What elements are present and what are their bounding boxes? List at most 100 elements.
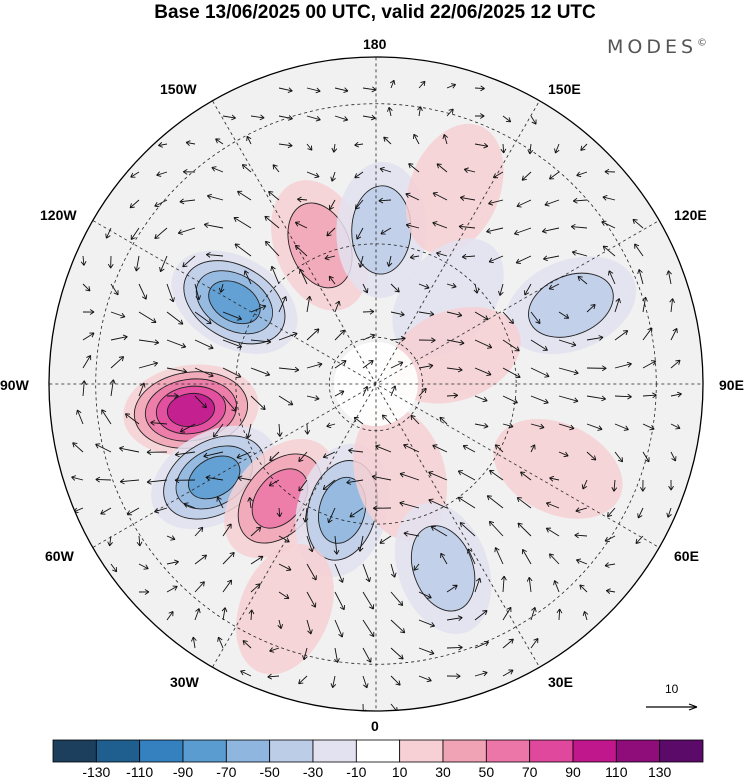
- wind-vector: [306, 295, 312, 313]
- wind-vector: [194, 283, 201, 301]
- wind-vector: [356, 227, 364, 240]
- wind-vector: [333, 535, 340, 555]
- wind-vector: [502, 606, 512, 621]
- wind-vector: [306, 591, 317, 608]
- wind-vector: [294, 221, 308, 229]
- wind-vector: [502, 311, 514, 324]
- wind-vector: [390, 335, 406, 342]
- wind-vector: [474, 423, 489, 429]
- wind-vector: [517, 522, 532, 537]
- wind-vector: [581, 479, 588, 490]
- wind-vector: [474, 577, 482, 593]
- lon-label-120w: 120W: [40, 207, 77, 223]
- wind-vector: [362, 385, 369, 397]
- meridian-line: [207, 92, 545, 676]
- wind-vector: [614, 361, 632, 369]
- wind-vector: [442, 134, 448, 145]
- wind-vector: [413, 133, 420, 145]
- wind-vector: [250, 583, 261, 593]
- wind-vector: [457, 470, 476, 481]
- wind-vector: [166, 559, 179, 566]
- wind-vector: [328, 275, 336, 285]
- wind-vector: [553, 580, 560, 593]
- lon-label-30w: 30W: [170, 674, 199, 690]
- wind-vector: [306, 535, 314, 553]
- wind-vector: [222, 367, 242, 378]
- wind-vector: [362, 591, 374, 610]
- wind-vector: [558, 311, 570, 319]
- wind-vector: [330, 171, 336, 182]
- wind-vector: [418, 591, 432, 599]
- wind-vector: [637, 507, 644, 519]
- wind-vector: [278, 296, 288, 313]
- wind-vector: [432, 221, 448, 229]
- wind-vector: [276, 507, 283, 518]
- wind-vector: [446, 673, 461, 680]
- wind-vector: [418, 80, 426, 89]
- wind-vector: [418, 337, 436, 344]
- wind-vector: [211, 166, 224, 173]
- wind-vector: [166, 311, 184, 325]
- wind-vector: [134, 255, 140, 272]
- wind-vector: [304, 423, 311, 435]
- wind-vector: [110, 311, 126, 319]
- wind-vector: [138, 283, 148, 300]
- wind-vector: [436, 251, 448, 257]
- wind-vector: [334, 647, 340, 663]
- wind-vector: [294, 244, 308, 257]
- colorbar-label: -10: [346, 764, 367, 780]
- wind-vector: [574, 532, 588, 539]
- wind-vector: [362, 563, 371, 583]
- brand-logo: MODES©: [607, 36, 707, 58]
- wind-vector: [334, 390, 345, 397]
- wind-vector: [138, 382, 146, 397]
- wind-vector: [446, 392, 459, 399]
- wind-vector: [640, 479, 646, 492]
- wind-vector: [81, 380, 87, 397]
- anomaly-level: [236, 543, 334, 675]
- wind-vector: [322, 451, 336, 459]
- wind-vector: [474, 113, 485, 119]
- wind-vector: [194, 395, 207, 409]
- wind-vector: [474, 610, 488, 621]
- wind-vector: [666, 507, 672, 518]
- wind-vector: [346, 479, 364, 485]
- wind-vector: [473, 283, 480, 294]
- wind-vector: [543, 255, 560, 262]
- wind-vector: [446, 108, 454, 117]
- wind-vector: [390, 563, 397, 578]
- wind-vector: [179, 198, 196, 205]
- wind-vector: [474, 311, 489, 321]
- wind-vector: [586, 335, 604, 341]
- wind-vector: [306, 362, 323, 369]
- wind-vector: [306, 563, 317, 581]
- colorbar-label: -130: [82, 764, 111, 780]
- wind-vector: [324, 254, 336, 261]
- wind-vector: [486, 227, 504, 234]
- wind-vector: [549, 475, 560, 482]
- wind-vector: [349, 507, 364, 518]
- wind-vector: [524, 283, 532, 296]
- wind-vector: [82, 309, 95, 315]
- lon-label-0: 0: [371, 718, 379, 734]
- brand-text: MODES: [607, 36, 698, 58]
- wind-vector: [306, 171, 320, 179]
- wind-vector: [548, 553, 560, 565]
- colorbar-label: 110: [605, 764, 628, 780]
- wind-vector: [634, 243, 644, 257]
- anomaly-level: [318, 476, 367, 544]
- wind-vector: [474, 367, 492, 376]
- wind-vector: [527, 143, 534, 155]
- wind-vector: [502, 395, 518, 404]
- wind-vector: [306, 115, 321, 122]
- wind-vector: [233, 217, 252, 229]
- wind-vector: [82, 283, 91, 292]
- wind-vector: [605, 588, 616, 594]
- wind-vector: [354, 171, 364, 179]
- wind-vector: [124, 413, 140, 425]
- wind-vector: [306, 143, 313, 151]
- wind-vector: [579, 584, 588, 593]
- map-title: Base 13/06/2025 00 UTC, valid 22/06/2025…: [154, 2, 596, 23]
- wind-vector: [278, 395, 294, 406]
- wind-vector: [107, 255, 114, 269]
